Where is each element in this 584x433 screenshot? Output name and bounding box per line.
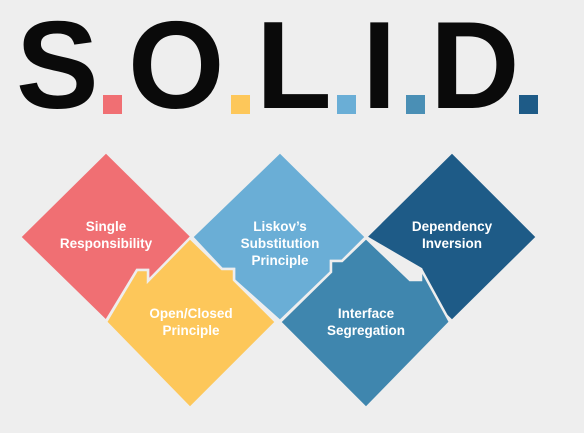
label-open-closed: Open/Closed Principle <box>116 305 266 339</box>
label-s-line2: Responsibility <box>59 236 153 251</box>
title-letter-s: S <box>16 0 99 135</box>
title-dot-yellow <box>231 95 250 114</box>
label-d-line2: Inversion <box>421 236 483 251</box>
label-dependency-inversion: Dependency Inversion <box>377 218 527 252</box>
label-o-line2: Principle <box>162 323 220 338</box>
label-o-line1: Open/Closed <box>149 306 233 321</box>
label-i-line1: Interface <box>337 306 395 321</box>
label-l-line1: Liskov’s <box>253 219 307 234</box>
solid-title: S O L I D <box>0 0 584 130</box>
diamond-interface-segregation <box>278 236 452 410</box>
title-letter-d: D <box>430 0 520 135</box>
diamond-open-closed <box>104 236 278 410</box>
title-dot-navy <box>519 95 538 114</box>
label-l-line3: Principle <box>251 253 309 268</box>
label-liskov-substitution: Liskov’s Substitution Principle <box>205 218 355 269</box>
label-i-line2: Segregation <box>326 323 405 338</box>
title-dot-steelblue <box>406 95 425 114</box>
title-dot-lightblue <box>337 95 356 114</box>
title-dot-coral <box>103 95 122 114</box>
label-single-responsibility: Single Responsibility <box>31 218 181 252</box>
title-letter-o: O <box>128 0 225 135</box>
label-d-line1: Dependency <box>411 219 493 234</box>
label-l-line2: Substitution <box>240 236 320 251</box>
label-s-line1: Single <box>85 219 127 234</box>
title-letter-l: L <box>256 0 332 135</box>
title-letter-i: I <box>362 0 397 135</box>
label-interface-segregation: Interface Segregation <box>291 305 441 339</box>
